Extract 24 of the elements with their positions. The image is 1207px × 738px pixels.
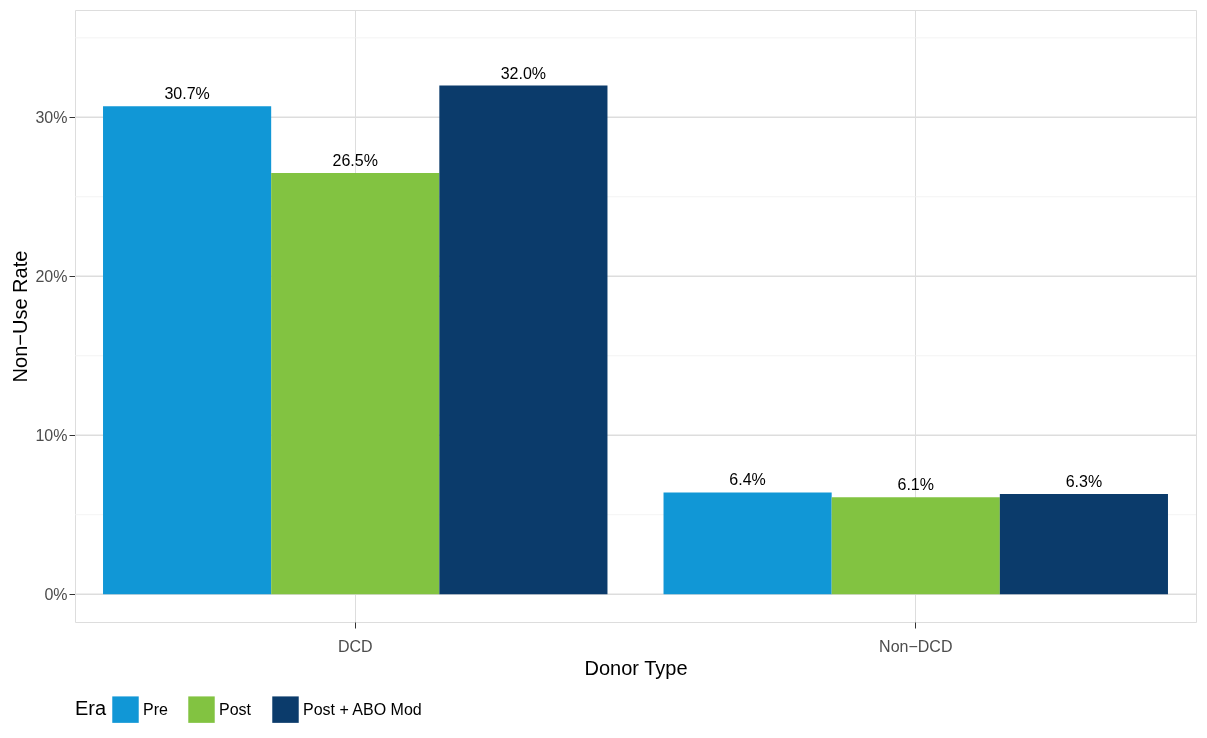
y-tick-label: 10% <box>35 426 68 444</box>
legend-label: Post + ABO Mod <box>303 700 422 718</box>
x-axis-title: Donor Type <box>584 656 688 679</box>
x-tick-label: DCD <box>337 637 373 655</box>
legend-title: Era <box>75 697 107 719</box>
legend-label: Pre <box>143 700 168 718</box>
bar <box>663 492 832 595</box>
y-axis-title: Non−Use Rate <box>9 250 32 383</box>
bar <box>831 497 1000 595</box>
bar <box>439 85 608 595</box>
bar <box>103 106 272 595</box>
x-tick-label: Non−DCD <box>879 637 953 655</box>
data-label: 6.3% <box>1065 473 1103 491</box>
y-tick-label: 0% <box>44 585 68 603</box>
data-label: 32.0% <box>500 64 547 82</box>
y-tick-label: 20% <box>35 267 68 285</box>
legend-label: Post <box>219 700 252 718</box>
y-tick-label: 30% <box>35 108 68 126</box>
data-label: 26.5% <box>332 151 378 169</box>
data-label: 30.7% <box>164 85 210 103</box>
bar <box>999 494 1168 595</box>
bar <box>271 172 440 595</box>
data-label: 6.1% <box>897 476 934 494</box>
data-label: 6.4% <box>729 471 766 489</box>
